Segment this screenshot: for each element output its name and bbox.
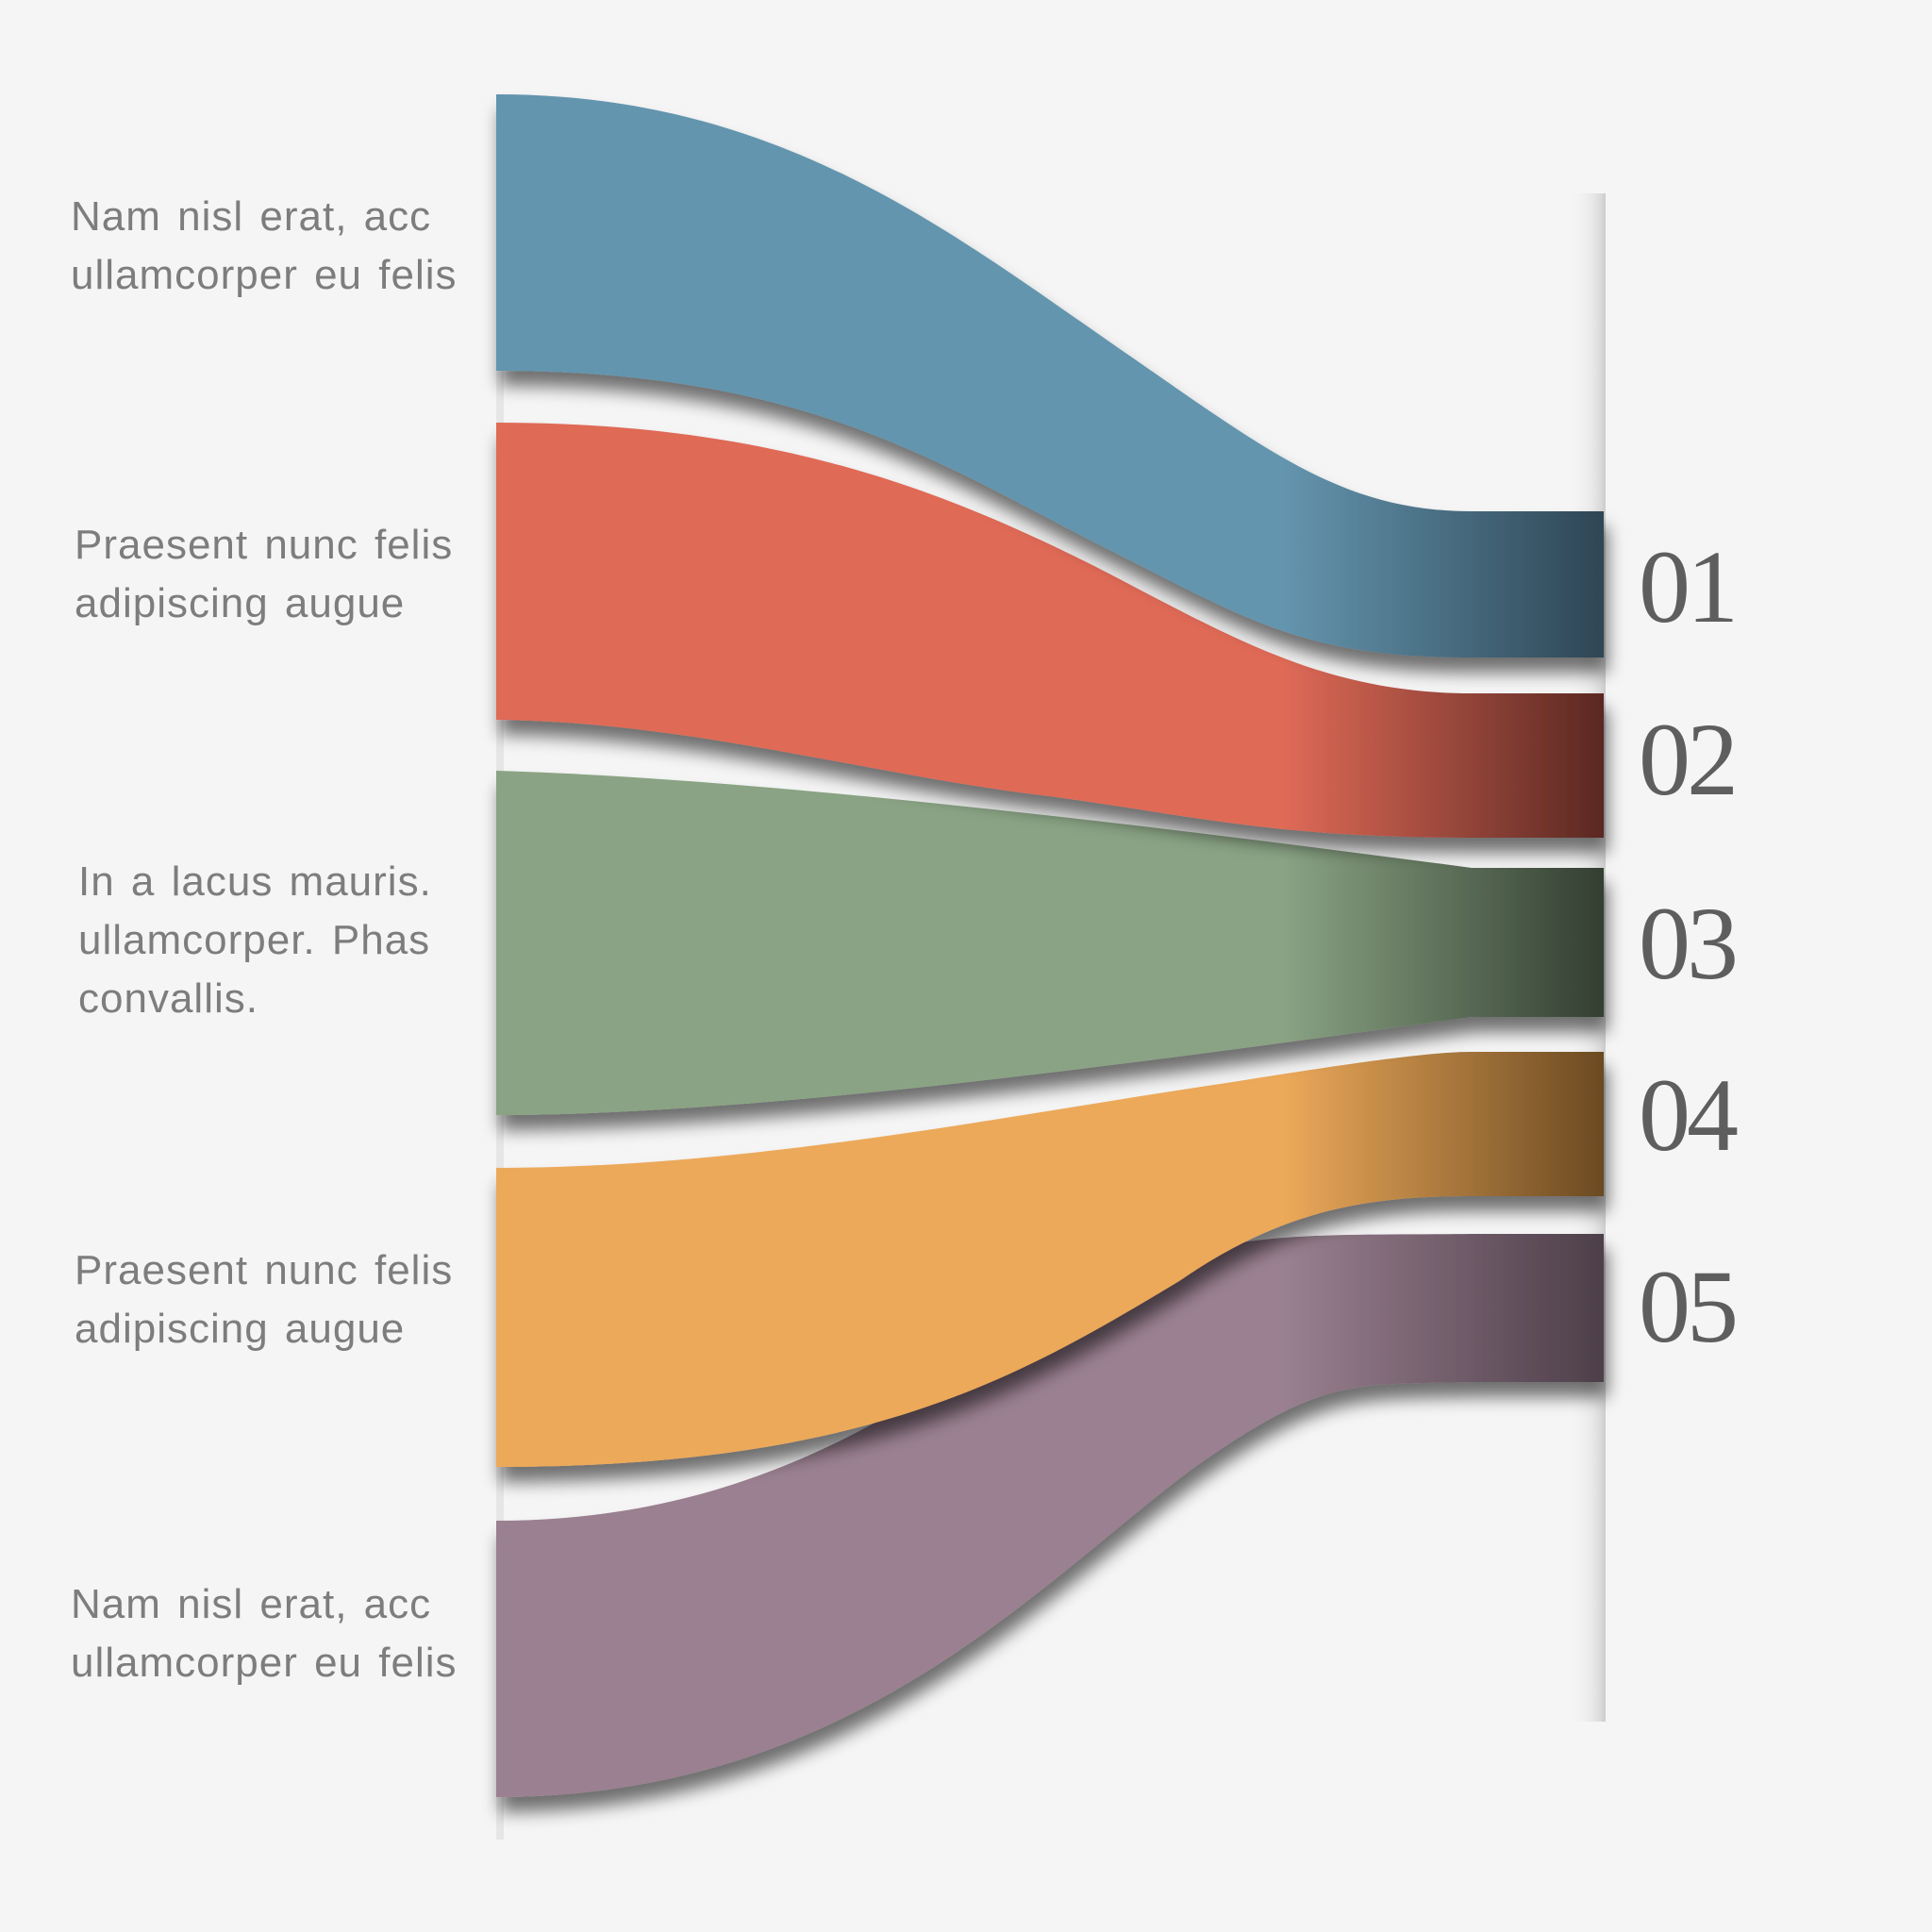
caption-1-line-2: ullamcorper eu felis — [71, 252, 458, 298]
caption-3: In a lacus mauris. ullamcorper. Phas con… — [78, 853, 460, 1028]
caption-4-line-2: adipiscing augue — [75, 1306, 406, 1352]
caption-1-line-1: Nam nisl erat, acc — [71, 193, 432, 240]
caption-5-line-2: ullamcorper eu felis — [71, 1640, 458, 1686]
ribbon-1 — [496, 94, 1604, 658]
caption-2-line-2: adipiscing augue — [75, 580, 406, 626]
caption-5-line-1: Nam nisl erat, acc — [71, 1581, 432, 1627]
step-number-03: 03 — [1639, 886, 1739, 1001]
ribbon-5 — [496, 1234, 1604, 1797]
caption-4: Praesent nunc felis adipiscing augue — [75, 1241, 471, 1358]
caption-1: Nam nisl erat, acc ullamcorper eu felis — [71, 188, 467, 305]
step-number-02: 02 — [1639, 702, 1739, 817]
caption-3-line-3: convallis. — [78, 975, 258, 1022]
ribbon-3 — [496, 771, 1604, 1115]
caption-3-line-1: In a lacus mauris. — [78, 858, 432, 905]
ribbon-2 — [496, 423, 1604, 838]
step-number-04: 04 — [1639, 1058, 1739, 1173]
step-number-05: 05 — [1639, 1249, 1739, 1364]
caption-3-line-2: ullamcorper. Phas — [78, 917, 431, 963]
caption-5: Nam nisl erat, acc ullamcorper eu felis — [71, 1575, 467, 1692]
step-number-01: 01 — [1639, 529, 1739, 644]
caption-4-line-1: Praesent nunc felis — [75, 1247, 454, 1293]
caption-2-line-1: Praesent nunc felis — [75, 522, 454, 568]
ribbon-4 — [496, 1052, 1604, 1467]
caption-2: Praesent nunc felis adipiscing augue — [75, 516, 471, 633]
